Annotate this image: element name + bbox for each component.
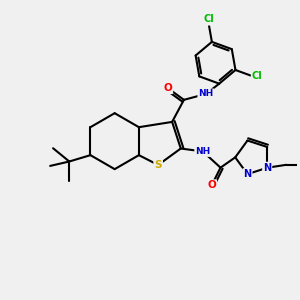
Text: O: O <box>207 180 216 190</box>
Text: NH: NH <box>198 89 214 98</box>
Text: NH: NH <box>195 147 211 156</box>
Text: S: S <box>154 160 162 170</box>
Text: N: N <box>263 163 271 173</box>
Text: Cl: Cl <box>252 70 262 81</box>
Text: O: O <box>163 83 172 93</box>
Text: Cl: Cl <box>204 14 214 25</box>
Text: N: N <box>243 169 251 179</box>
